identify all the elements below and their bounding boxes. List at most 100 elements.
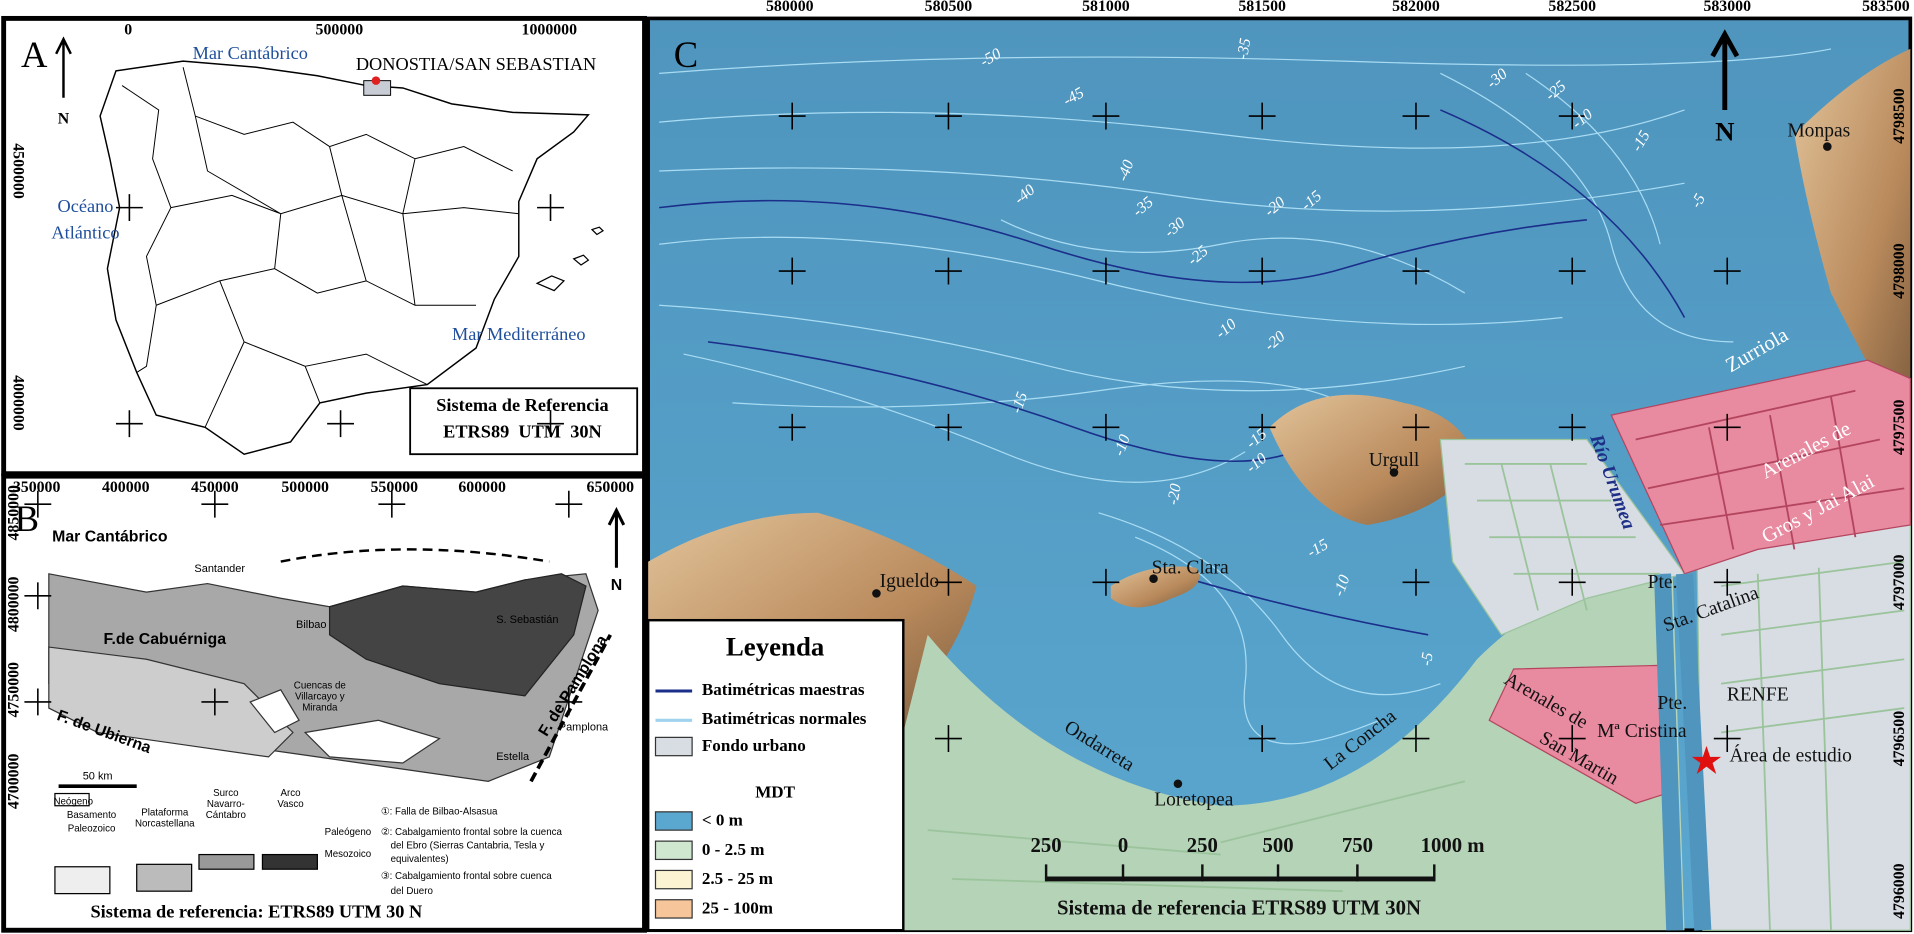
place-label: Cuencas de	[294, 681, 346, 692]
reference-text: ETRS89 UTM 30N	[443, 422, 602, 442]
y-tick-label: 4796500	[1891, 711, 1908, 767]
place-label: RENFE	[1727, 684, 1789, 705]
grid-crosses	[115, 194, 564, 438]
place-label: Sta. Clara	[1152, 557, 1229, 578]
map-layout	[1, 15, 1913, 933]
y-tick-label: 4700000	[5, 754, 22, 810]
legend-mdt-4	[654, 899, 693, 919]
x-tick-label: 550000	[370, 479, 418, 496]
legend-label: 0 - 2.5 m	[702, 840, 765, 859]
x-tick-label: 500000	[316, 21, 364, 38]
x-tick-label: 581500	[1238, 0, 1286, 15]
legend-label: Arco	[280, 788, 301, 799]
legend-label: Vasco	[277, 799, 304, 810]
place-label: Pte.	[1648, 572, 1678, 593]
place-label: F.de Cabuérniga	[104, 631, 227, 648]
north-label: N	[58, 110, 70, 127]
place-label: Loretopea	[1154, 789, 1233, 810]
legend-label: < 0 m	[702, 811, 743, 830]
legend-label: Paleógeno	[325, 827, 372, 838]
north-arrow	[55, 36, 72, 98]
y-tick-label: 4797000	[1891, 555, 1908, 611]
legend-neogeno	[54, 792, 90, 807]
study-area-star	[1691, 745, 1722, 774]
panel-label: C	[674, 34, 698, 75]
y-tick-label: 4850000	[5, 485, 22, 541]
x-tick-label: 580500	[925, 0, 973, 15]
legend-label: Plataforma	[141, 808, 189, 819]
panel-label: A	[21, 34, 48, 75]
legend-label: Mesozoico	[325, 849, 372, 860]
reference-text: Sistema de Referencia	[436, 395, 608, 415]
place-label: Mar Cantábrico	[193, 43, 308, 63]
scale-label: 250	[1031, 835, 1062, 857]
place-label: S. Sebastián	[496, 614, 558, 626]
x-tick-label: 0	[124, 21, 132, 38]
y-tick-label: 4000000	[9, 375, 26, 431]
x-tick-label: 582500	[1548, 0, 1596, 15]
place-label: Miranda	[302, 703, 338, 714]
legend-basamento	[54, 866, 111, 895]
legend-plataforma	[136, 863, 193, 892]
place-label: Mar Mediterráneo	[452, 324, 586, 344]
pamplona-fault	[529, 633, 612, 783]
y-tick-label: 4798500	[1891, 88, 1908, 144]
province-borders	[121, 67, 519, 428]
balearic-islands	[535, 226, 604, 292]
scale-label: 500	[1262, 835, 1293, 857]
plataforma	[48, 646, 294, 758]
legend-surco	[198, 853, 255, 870]
place-label: Mar Cantábrico	[52, 528, 168, 545]
arco-vasco	[328, 573, 587, 697]
scale-label: 750	[1342, 835, 1373, 857]
y-tick-label: 4750000	[5, 662, 22, 718]
place-label: Santander	[194, 563, 245, 575]
legend-note: ①: Falla de Bilbao-Alsasua	[381, 806, 498, 817]
cuenca-villarcayo	[249, 689, 300, 734]
legend-label: Batimétricas normales	[702, 709, 867, 728]
contour-label: -20	[1164, 482, 1184, 506]
legend-label: Surco	[213, 788, 239, 799]
place-label: Océano	[58, 196, 114, 216]
place-label: Pamplona	[559, 722, 609, 734]
contours-master	[659, 109, 1686, 636]
street-grid	[927, 389, 1905, 931]
reference-text: Sistema de referencia ETRS89 UTM 30N	[1057, 897, 1421, 919]
x-tick-label: 350000	[13, 479, 61, 496]
legend-title: Leyenda	[726, 632, 825, 662]
x-tick-label: 400000	[102, 479, 150, 496]
scale-label: 1000 m	[1421, 835, 1485, 857]
x-tick-label: 600000	[458, 479, 506, 496]
y-tick-label: 4797500	[1891, 400, 1908, 456]
y-tick-label: 4500000	[9, 143, 26, 199]
x-tick-label: 581000	[1082, 0, 1130, 15]
scale-ticks	[1044, 864, 1436, 882]
legend-label: 25 - 100m	[702, 898, 773, 917]
legend-label: Fondo urbano	[702, 736, 806, 755]
contour-label: -15	[1008, 390, 1031, 416]
legend-label: Batimétricas maestras	[702, 680, 865, 699]
sta-clara-island	[1110, 566, 1200, 608]
place-label: Pte.	[1657, 693, 1687, 714]
north-arrow	[1710, 29, 1740, 110]
place-label: Área de estudio	[1729, 744, 1852, 766]
legend-label: Paleozoico	[68, 824, 116, 835]
location-dot	[371, 76, 381, 85]
place-label: Monpas	[1787, 120, 1850, 141]
legend-note: ②: Cabalgamiento frontal sobre la cuenca	[381, 827, 563, 838]
legend-note: ③: Cabalgamiento frontal sobre cuenca	[381, 871, 552, 882]
contour-label: -40	[1114, 158, 1137, 184]
place-label: Mª Cristina	[1597, 721, 1687, 742]
place-label: Urgull	[1369, 450, 1420, 471]
y-tick-label: 4800000	[5, 577, 22, 633]
offshore-fault	[280, 548, 550, 563]
x-tick-label: 1000000	[522, 21, 578, 38]
legend-label: Norcastellana	[135, 819, 195, 830]
place-label: Igueldo	[880, 571, 940, 592]
x-tick-label: 580000	[766, 0, 814, 15]
grid-crosses	[24, 490, 583, 716]
point-markers	[872, 142, 1832, 789]
legend-note: equivalentes)	[391, 854, 449, 865]
legend-label: Navarro-	[207, 799, 245, 810]
place-label: 50 km	[83, 770, 113, 782]
